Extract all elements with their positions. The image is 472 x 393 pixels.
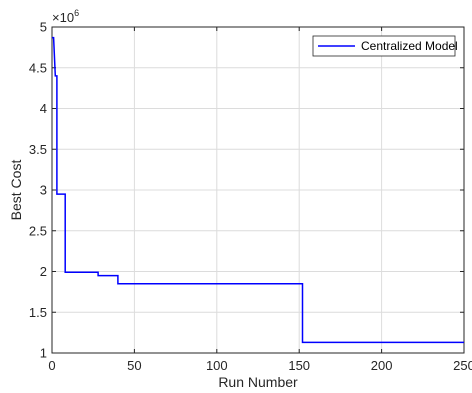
x-tick-label: 50 (127, 358, 141, 373)
x-tick-labels: 0 50 100 150 200 250 (48, 358, 472, 373)
y-tick-label: 5 (40, 20, 47, 35)
y-multiplier-base: ×10 (52, 10, 74, 25)
y-tick-label: 4.5 (29, 60, 47, 75)
x-axis-label: Run Number (218, 374, 298, 390)
y-tick-labels: 1 1.5 2 2.5 3 3.5 4 4.5 5 (29, 20, 47, 361)
x-tick-label: 100 (206, 358, 228, 373)
legend-entry-label: Centralized Model (361, 39, 458, 53)
legend: Centralized Model (312, 35, 458, 57)
y-tick-label: 3.5 (29, 142, 47, 157)
legend-box (312, 35, 456, 57)
y-tick-label: 1.5 (29, 305, 47, 320)
x-tick-label: 0 (48, 358, 55, 373)
y-tick-label: 2.5 (29, 223, 47, 238)
x-tick-label: 200 (371, 358, 393, 373)
y-multiplier: ×106 (52, 8, 79, 25)
y-multiplier-exponent: 6 (74, 8, 79, 18)
y-axis-label: Best Cost (8, 160, 24, 221)
y-tick-label: 3 (40, 183, 47, 198)
x-tick-label: 250 (453, 358, 472, 373)
ticks (51, 26, 465, 354)
y-tick-label: 1 (40, 346, 47, 361)
series-line-centralized-model (52, 36, 464, 344)
y-tick-label: 2 (40, 264, 47, 279)
grid-lines (51, 26, 465, 354)
series-lines (52, 36, 464, 344)
x-tick-label: 150 (288, 358, 310, 373)
y-tick-label: 4 (40, 101, 47, 116)
